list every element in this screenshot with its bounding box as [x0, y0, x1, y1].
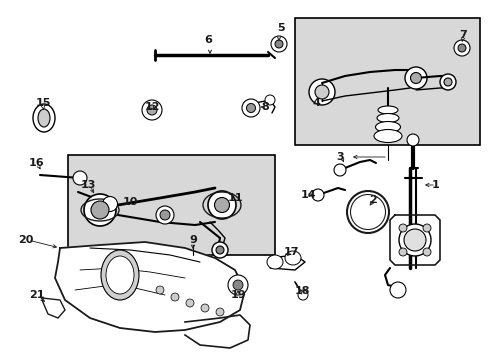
Text: 21: 21 — [29, 290, 45, 300]
Polygon shape — [184, 315, 249, 348]
Text: 5: 5 — [277, 23, 284, 33]
Circle shape — [156, 286, 163, 294]
Polygon shape — [389, 215, 439, 265]
Ellipse shape — [333, 164, 346, 176]
Text: 9: 9 — [189, 235, 197, 245]
Ellipse shape — [33, 104, 55, 132]
Ellipse shape — [246, 104, 255, 112]
Ellipse shape — [101, 250, 139, 300]
Circle shape — [406, 134, 418, 146]
Ellipse shape — [106, 256, 134, 294]
Ellipse shape — [404, 67, 426, 89]
Text: 7: 7 — [458, 30, 466, 40]
Text: 13: 13 — [80, 180, 96, 190]
Text: 11: 11 — [227, 193, 242, 203]
Text: 12: 12 — [144, 102, 160, 112]
Circle shape — [227, 275, 247, 295]
Bar — [294, 18, 479, 145]
Ellipse shape — [73, 171, 87, 185]
Ellipse shape — [377, 106, 397, 114]
Ellipse shape — [84, 194, 116, 226]
Ellipse shape — [311, 189, 324, 201]
Ellipse shape — [373, 130, 401, 143]
Text: 14: 14 — [300, 190, 315, 200]
Ellipse shape — [156, 206, 174, 224]
Ellipse shape — [457, 44, 465, 52]
Ellipse shape — [147, 105, 157, 115]
Text: 16: 16 — [28, 158, 44, 168]
Circle shape — [232, 280, 243, 290]
Text: 17: 17 — [283, 247, 298, 257]
Ellipse shape — [270, 36, 286, 52]
Bar — [68, 155, 274, 255]
Text: 20: 20 — [18, 235, 34, 245]
Circle shape — [171, 293, 179, 301]
Polygon shape — [42, 298, 65, 318]
Polygon shape — [55, 242, 244, 332]
Text: 2: 2 — [368, 195, 376, 205]
Ellipse shape — [376, 113, 398, 122]
Circle shape — [389, 282, 405, 298]
Ellipse shape — [216, 246, 224, 254]
Ellipse shape — [91, 201, 109, 219]
Circle shape — [264, 95, 274, 105]
Ellipse shape — [38, 109, 50, 127]
Ellipse shape — [160, 210, 170, 220]
Ellipse shape — [308, 79, 334, 105]
Text: 8: 8 — [261, 102, 268, 112]
Ellipse shape — [297, 290, 307, 300]
Ellipse shape — [285, 251, 301, 265]
Ellipse shape — [409, 72, 421, 84]
Ellipse shape — [439, 74, 455, 90]
Ellipse shape — [314, 85, 328, 99]
Ellipse shape — [403, 229, 425, 251]
Circle shape — [216, 308, 224, 316]
Ellipse shape — [274, 40, 283, 48]
Ellipse shape — [375, 122, 400, 132]
Ellipse shape — [142, 100, 162, 120]
Ellipse shape — [212, 242, 227, 258]
Ellipse shape — [453, 40, 469, 56]
Ellipse shape — [207, 191, 236, 219]
Circle shape — [398, 248, 406, 256]
Ellipse shape — [102, 197, 117, 211]
Text: 15: 15 — [35, 98, 51, 108]
Text: 1: 1 — [431, 180, 439, 190]
Text: 3: 3 — [336, 152, 343, 162]
Circle shape — [422, 224, 430, 232]
Ellipse shape — [242, 99, 260, 117]
Text: 10: 10 — [122, 197, 138, 207]
Text: 6: 6 — [203, 35, 211, 45]
Circle shape — [398, 224, 406, 232]
Ellipse shape — [266, 255, 283, 269]
Ellipse shape — [214, 198, 229, 212]
Text: 4: 4 — [311, 98, 319, 108]
Ellipse shape — [398, 224, 430, 256]
Text: 18: 18 — [294, 286, 309, 296]
Circle shape — [185, 299, 194, 307]
Text: 19: 19 — [230, 290, 245, 300]
Circle shape — [201, 304, 208, 312]
Circle shape — [422, 248, 430, 256]
Ellipse shape — [443, 78, 451, 86]
